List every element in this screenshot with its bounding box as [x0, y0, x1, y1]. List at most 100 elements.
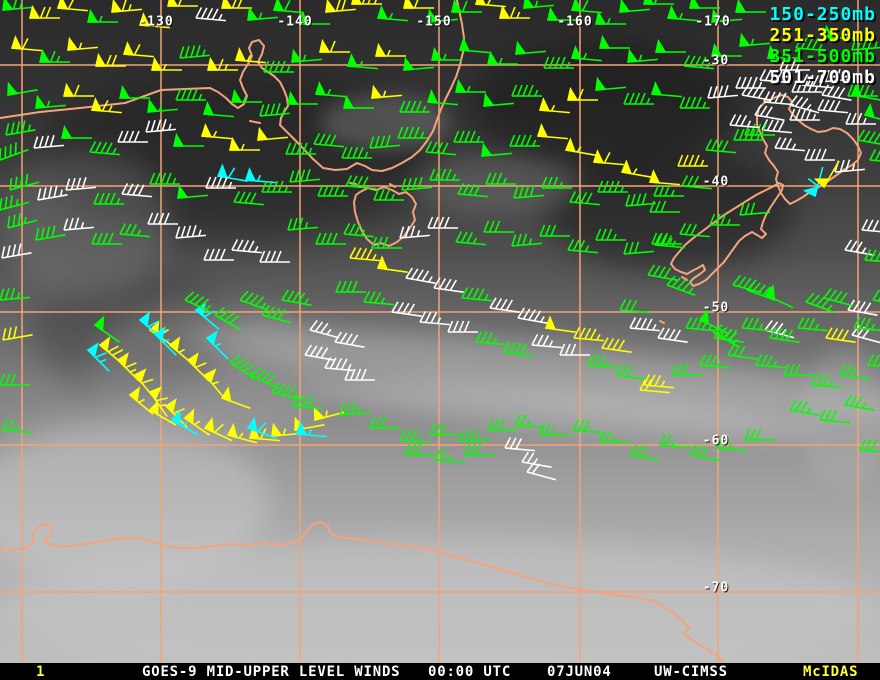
wind-barb	[734, 0, 766, 13]
wind-barb	[666, 275, 696, 297]
wind-barb	[627, 48, 658, 63]
wind-barb	[376, 255, 408, 273]
wind-barb	[318, 38, 350, 53]
wind-barb	[834, 159, 865, 173]
wind-barb	[487, 418, 518, 431]
wind-barb	[405, 267, 436, 284]
wind-barb	[536, 123, 568, 140]
wind-barb	[371, 236, 402, 249]
wind-barb	[764, 320, 795, 339]
wind-barb	[869, 149, 880, 164]
wind-barb	[259, 102, 290, 117]
wind-barb	[93, 315, 121, 343]
wind-barb	[246, 416, 277, 440]
cloud-light-streak	[0, 150, 170, 300]
time-label: 00:00 UTC	[428, 664, 512, 680]
wind-barb	[511, 84, 542, 97]
wind-barb	[813, 160, 840, 189]
wind-barb	[498, 4, 530, 19]
wind-barb	[559, 343, 590, 356]
wind-barb	[744, 123, 775, 136]
wind-barb	[454, 78, 486, 93]
legend-item-351-500: 351-500mb	[769, 46, 876, 67]
wind-barb	[601, 337, 632, 353]
wind-barb	[711, 8, 742, 23]
coastline-flinders-island	[389, 183, 396, 188]
wind-barb	[419, 311, 450, 326]
wind-barb	[28, 4, 60, 19]
wind-barb	[216, 163, 248, 182]
wind-barb	[707, 84, 738, 99]
wind-barb	[67, 36, 98, 51]
wind-barb	[206, 56, 238, 71]
wind-barb	[819, 68, 850, 83]
wind-barb	[402, 0, 434, 9]
wind-barb	[642, 0, 674, 5]
wind-barb	[314, 81, 346, 98]
wind-barb	[629, 317, 660, 332]
wind-barb	[324, 357, 355, 372]
wind-barb	[38, 48, 70, 63]
wind-barb	[226, 422, 258, 444]
coastline-australia-south-coast	[0, 0, 465, 172]
wind-barb	[735, 76, 766, 89]
wind-barb	[861, 219, 880, 234]
wind-barb	[679, 223, 710, 238]
wind-barb	[63, 217, 94, 231]
wind-barb	[764, 284, 794, 309]
wind-barb	[399, 429, 430, 444]
wind-barb	[615, 364, 646, 380]
wind-barb	[228, 136, 260, 151]
wind-barb	[172, 132, 204, 147]
wind-barb	[90, 97, 122, 114]
lon-label: -140	[277, 14, 313, 30]
wind-barb	[853, 317, 880, 332]
wind-barb	[643, 374, 674, 389]
wind-barb	[138, 12, 170, 29]
wind-barb	[86, 8, 118, 23]
wind-barb	[850, 82, 880, 101]
pressure-level-legend: 150-250mb 251-350mb 351-500mb 501-700mb	[769, 4, 876, 88]
wind-barb	[234, 47, 266, 64]
wind-barb	[564, 137, 596, 156]
wind-barb	[376, 5, 408, 22]
wind-barb	[149, 172, 180, 185]
wind-barb	[203, 248, 234, 261]
wind-barb	[343, 223, 374, 238]
wind-barb	[214, 307, 242, 331]
wind-barb	[119, 223, 150, 238]
wind-barb	[272, 0, 304, 14]
wind-barb	[233, 191, 264, 206]
wind-barb	[795, 37, 826, 52]
wind-barb	[230, 88, 262, 103]
wind-barb	[128, 386, 154, 415]
wind-barb	[523, 0, 554, 9]
wind-barb	[261, 305, 292, 324]
cloud-light-streak	[320, 95, 450, 150]
wind-barb	[572, 419, 603, 434]
date-label: 07JUN04	[547, 664, 612, 680]
wind-barb	[504, 437, 535, 452]
wind-barb	[789, 108, 820, 121]
wind-barb	[179, 44, 210, 59]
wind-barb	[566, 86, 598, 101]
wind-barb	[369, 134, 400, 149]
wind-barb	[683, 55, 714, 70]
wind-barb	[374, 42, 406, 57]
wind-barb	[587, 354, 618, 369]
wind-barb	[677, 154, 708, 167]
wind-barb	[339, 402, 370, 416]
wind-barb	[526, 462, 557, 481]
wind-barb	[1, 419, 32, 434]
wind-barb	[619, 299, 650, 314]
wind-barb	[805, 292, 835, 314]
wind-barb	[317, 184, 348, 197]
wind-barb	[434, 449, 465, 464]
wind-barb	[220, 386, 251, 410]
wind-barb	[166, 0, 198, 7]
wind-barb	[569, 191, 600, 206]
wind-barb	[729, 114, 760, 129]
wind-barb	[817, 99, 848, 114]
wind-barb	[153, 326, 177, 356]
wind-barb	[503, 341, 534, 357]
